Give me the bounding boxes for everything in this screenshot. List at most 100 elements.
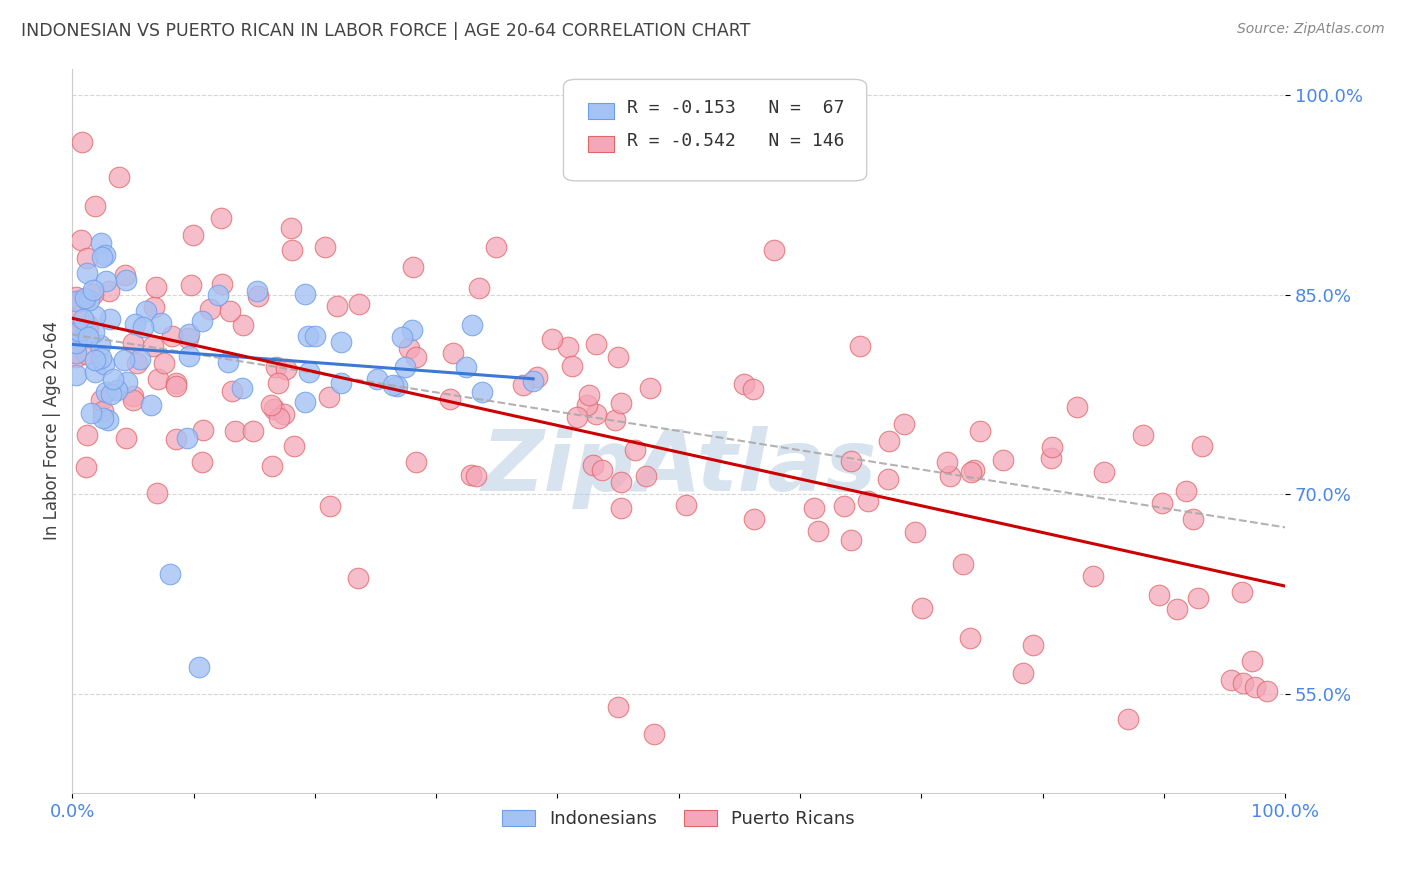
Point — [93, 357, 115, 371]
Point — [294, 286, 316, 301]
Point — [541, 333, 564, 347]
Point — [90, 351, 112, 365]
Point — [246, 284, 269, 298]
Point — [224, 425, 246, 439]
Point — [269, 410, 291, 425]
Point — [960, 465, 983, 479]
Point — [165, 378, 187, 392]
Point — [304, 329, 326, 343]
Point — [177, 331, 200, 345]
Point — [121, 392, 143, 407]
Point — [849, 339, 872, 353]
Point — [70, 326, 93, 340]
Point — [456, 360, 478, 375]
Point — [76, 251, 98, 265]
Point — [294, 395, 316, 409]
Point — [1040, 451, 1063, 466]
Point — [114, 268, 136, 282]
Point — [274, 361, 297, 376]
Point — [624, 443, 647, 458]
Point — [72, 312, 94, 326]
Point — [638, 380, 661, 394]
Point — [191, 314, 214, 328]
Point — [115, 272, 138, 286]
Point — [146, 486, 169, 500]
Point — [280, 244, 302, 258]
Point — [522, 374, 544, 388]
Point — [146, 371, 169, 385]
Point — [582, 458, 605, 472]
FancyBboxPatch shape — [564, 79, 866, 181]
Point — [643, 726, 665, 740]
Point — [121, 389, 143, 403]
Point — [152, 356, 174, 370]
Point — [219, 303, 242, 318]
Point — [191, 455, 214, 469]
Point — [1094, 465, 1116, 479]
Point — [578, 388, 600, 402]
Point — [326, 299, 349, 313]
Point — [67, 324, 90, 338]
Point — [381, 377, 404, 392]
Point — [439, 392, 461, 407]
Text: Source: ZipAtlas.com: Source: ZipAtlas.com — [1237, 22, 1385, 37]
Point — [512, 378, 534, 392]
Point — [193, 423, 215, 437]
Point — [468, 281, 491, 295]
Point — [1256, 684, 1278, 698]
Point — [893, 417, 915, 431]
Point — [77, 293, 100, 307]
Point — [83, 365, 105, 379]
Point — [607, 699, 630, 714]
Y-axis label: In Labor Force | Age 20-64: In Labor Force | Age 20-64 — [44, 321, 60, 541]
Point — [471, 385, 494, 400]
Point — [65, 345, 87, 359]
Point — [83, 326, 105, 340]
Point — [124, 317, 146, 331]
Point — [318, 391, 340, 405]
Point — [76, 318, 98, 332]
Point — [935, 455, 957, 469]
Point — [1241, 654, 1264, 668]
Point — [117, 375, 139, 389]
Point — [77, 330, 100, 344]
Point — [128, 351, 150, 366]
Point — [398, 341, 420, 355]
Point — [387, 379, 409, 393]
Point — [1012, 666, 1035, 681]
Point — [65, 290, 87, 304]
Point — [149, 316, 172, 330]
Point — [959, 632, 981, 646]
Point — [969, 424, 991, 438]
Point — [103, 372, 125, 386]
Point — [405, 350, 427, 364]
Point — [247, 289, 270, 303]
Point — [76, 427, 98, 442]
Point — [177, 349, 200, 363]
Point — [73, 291, 96, 305]
Point — [107, 169, 129, 184]
Point — [76, 266, 98, 280]
Point — [91, 404, 114, 418]
Point — [938, 468, 960, 483]
Point — [1166, 601, 1188, 615]
Point — [176, 431, 198, 445]
Point — [610, 475, 633, 490]
Point — [82, 283, 104, 297]
Point — [1187, 591, 1209, 606]
Point — [159, 566, 181, 581]
Text: R = -0.542   N = 146: R = -0.542 N = 146 — [627, 132, 844, 150]
Point — [217, 355, 239, 369]
Point — [180, 277, 202, 292]
Point — [1022, 638, 1045, 652]
Point — [742, 512, 765, 526]
Point — [160, 329, 183, 343]
Point — [329, 376, 352, 391]
Point — [97, 413, 120, 427]
Point — [962, 463, 984, 477]
Point — [405, 455, 427, 469]
Point — [1232, 584, 1254, 599]
Point — [1040, 440, 1063, 454]
Point — [79, 406, 101, 420]
Point — [264, 359, 287, 374]
